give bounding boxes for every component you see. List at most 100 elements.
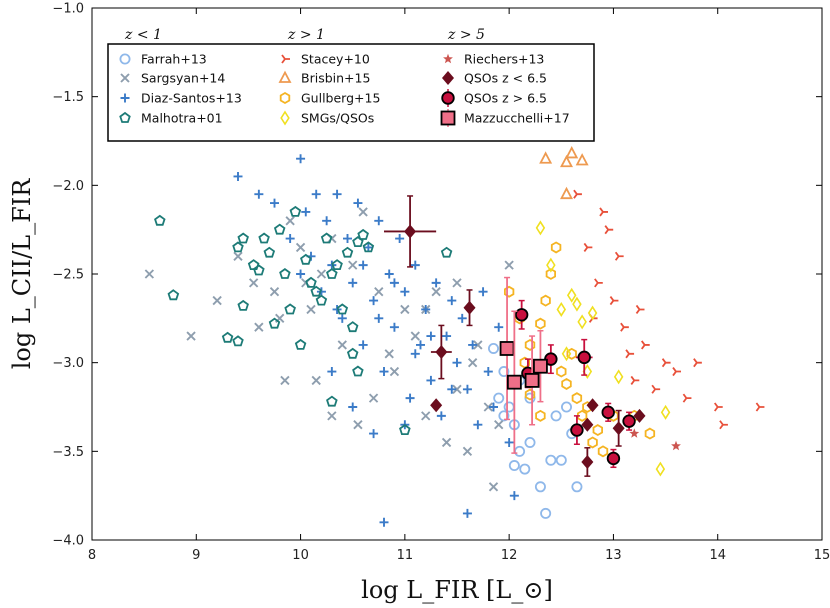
data-point xyxy=(404,224,417,239)
data-point xyxy=(560,154,573,168)
data-point xyxy=(489,402,498,412)
data-point xyxy=(221,331,234,343)
data-point xyxy=(494,420,504,430)
data-point xyxy=(232,241,244,253)
legend-box xyxy=(107,43,595,142)
series-mazzucchelli-17 xyxy=(499,276,548,454)
data-point xyxy=(374,313,384,323)
data-point xyxy=(384,349,394,359)
data-point xyxy=(285,216,295,226)
data-point xyxy=(462,384,472,394)
data-point xyxy=(682,393,692,403)
y-tick-label: −3.5 xyxy=(52,445,84,460)
data-point xyxy=(327,367,337,377)
data-point xyxy=(581,454,594,469)
data-point xyxy=(270,198,279,208)
data-point xyxy=(503,401,515,413)
data-point xyxy=(144,269,155,279)
data-point xyxy=(524,436,536,448)
y-tick-label: −2.5 xyxy=(52,268,84,283)
data-point xyxy=(587,436,598,449)
data-point xyxy=(368,393,379,403)
data-point xyxy=(566,287,577,303)
data-point xyxy=(524,338,536,351)
data-point xyxy=(311,375,321,386)
data-point xyxy=(601,405,615,420)
data-point xyxy=(379,367,389,377)
legend-label: Mazzucchelli+17 xyxy=(464,111,570,126)
data-point xyxy=(301,207,311,217)
data-point xyxy=(357,228,369,240)
data-point xyxy=(583,242,593,252)
data-point xyxy=(233,171,243,181)
data-point xyxy=(410,331,420,341)
data-point xyxy=(524,372,540,388)
data-point xyxy=(609,296,619,306)
data-point xyxy=(254,322,264,332)
data-point xyxy=(572,296,582,312)
data-point xyxy=(622,414,636,428)
data-point xyxy=(620,322,629,332)
data-point xyxy=(498,410,510,422)
series-brisbin-15 xyxy=(539,145,589,200)
data-point xyxy=(337,340,347,350)
series-stacey-10 xyxy=(573,189,765,430)
legend-marker xyxy=(281,54,290,64)
data-point xyxy=(441,437,452,448)
data-point xyxy=(186,331,196,341)
legend-marker xyxy=(278,70,292,83)
data-point xyxy=(320,232,333,244)
data-point xyxy=(442,331,452,341)
data-point xyxy=(612,421,625,436)
legend-header-z1: z < 1 xyxy=(124,27,162,43)
data-point xyxy=(154,214,166,226)
data-point xyxy=(644,427,656,440)
data-point xyxy=(369,429,379,439)
data-point xyxy=(560,186,573,200)
data-point xyxy=(306,304,316,315)
legend-marker xyxy=(440,110,456,126)
series-qsos-z-6-5 xyxy=(384,195,646,477)
data-point xyxy=(473,420,483,430)
data-point xyxy=(254,189,264,199)
data-point xyxy=(570,423,584,437)
y-tick-label: −1.0 xyxy=(52,2,84,17)
data-point xyxy=(506,374,522,390)
data-point xyxy=(566,347,577,360)
x-tick-label: 15 xyxy=(814,548,830,563)
legend-marker xyxy=(442,71,454,85)
data-point xyxy=(400,287,410,297)
x-tick-label: 8 xyxy=(88,548,96,563)
data-point xyxy=(660,404,671,420)
data-point xyxy=(346,347,359,359)
data-point xyxy=(693,358,702,368)
data-point xyxy=(405,393,415,403)
data-point xyxy=(671,440,681,451)
legend-header-z1b: z > 1 xyxy=(287,27,325,43)
legend-label: QSOs z < 6.5 xyxy=(464,71,547,86)
data-point xyxy=(285,234,295,244)
series-malhotra-01 xyxy=(154,205,453,436)
legend-marker xyxy=(119,111,131,123)
legend-marker xyxy=(120,93,130,103)
data-point xyxy=(561,401,573,413)
legend-label: Farrah+13 xyxy=(141,52,207,67)
data-point xyxy=(478,287,488,297)
data-point xyxy=(431,278,441,288)
data-point xyxy=(353,198,363,208)
data-point xyxy=(421,304,431,314)
data-point xyxy=(452,358,462,368)
data-point xyxy=(289,205,302,217)
data-point xyxy=(167,289,180,301)
x-tick-label: 11 xyxy=(397,548,414,563)
data-point xyxy=(755,402,765,412)
legend-marker xyxy=(441,91,455,105)
data-point xyxy=(488,482,499,492)
data-point xyxy=(540,294,551,307)
data-point xyxy=(614,251,624,261)
data-point xyxy=(341,246,354,258)
data-point xyxy=(625,349,635,359)
data-point xyxy=(410,260,420,270)
x-tick-label: 13 xyxy=(605,548,622,563)
